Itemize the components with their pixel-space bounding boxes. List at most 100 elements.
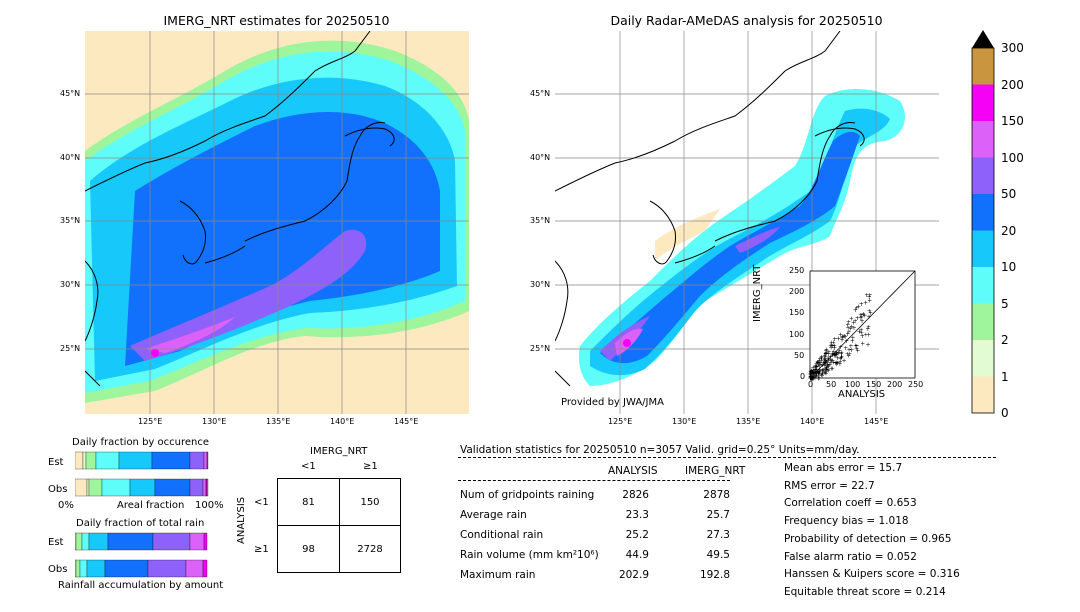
fraction-segment xyxy=(151,451,191,470)
scatter-point: + xyxy=(818,368,823,375)
scatter-point: + xyxy=(809,376,814,383)
scatter-point: + xyxy=(828,342,833,349)
occurrence-est-bar xyxy=(75,451,209,470)
scatter-point: + xyxy=(822,357,827,364)
validation-score: Mean abs error = 15.7 xyxy=(784,462,903,474)
scatter-point: + xyxy=(842,333,847,340)
scatter-point: + xyxy=(845,322,850,329)
contingency-row-label: <1 xyxy=(254,497,269,508)
scatter-point: + xyxy=(820,368,825,375)
scatter-point: + xyxy=(834,360,839,367)
scatter-point: + xyxy=(861,311,866,318)
scatter-point: + xyxy=(809,376,814,383)
right-lon-label: 125°E xyxy=(608,417,633,426)
scatter-point: + xyxy=(817,363,822,370)
scatter-point: + xyxy=(810,370,815,377)
fraction-segment xyxy=(129,478,156,497)
fraction-segment xyxy=(107,532,154,551)
scatter-point: + xyxy=(825,362,830,369)
scatter-point: + xyxy=(809,368,814,375)
scatter-point: + xyxy=(863,300,868,307)
scatter-point: + xyxy=(834,361,839,368)
scatter-point: + xyxy=(810,376,815,383)
scatter-point: + xyxy=(832,336,837,343)
scatter-point: + xyxy=(835,351,840,358)
scatter-point: + xyxy=(846,347,851,354)
scatter-point: + xyxy=(812,373,817,380)
scatter-point: + xyxy=(823,350,828,357)
colorbar-label: 50 xyxy=(1001,187,1017,201)
scatter-point: + xyxy=(836,350,841,357)
scatter-point: + xyxy=(819,372,824,379)
left-lat-label: 40°N xyxy=(60,153,81,162)
scatter-point: + xyxy=(812,368,817,375)
scatter-point: + xyxy=(821,360,826,367)
scatter-point: + xyxy=(835,360,840,367)
scatter-point: + xyxy=(816,375,821,382)
scatter-point: + xyxy=(847,351,852,358)
fraction-segment xyxy=(203,451,208,470)
scatter-point: + xyxy=(845,351,850,358)
right-lon-label: 145°E xyxy=(864,417,889,426)
fraction-segment xyxy=(79,559,88,578)
scatter-point: + xyxy=(830,358,835,365)
scatter-point: + xyxy=(808,376,813,383)
scatter-point: + xyxy=(814,367,819,374)
scatter-point: + xyxy=(809,369,814,376)
occurrence-x-left: 0% xyxy=(58,500,74,511)
scatter-point: + xyxy=(866,324,871,331)
validation-row-analysis: 25.2 xyxy=(625,529,649,541)
left-lat-label: 25°N xyxy=(60,344,81,353)
fraction-segment xyxy=(104,559,149,578)
validation-row-label: Maximum rain xyxy=(460,569,536,581)
fraction-segment xyxy=(118,451,153,470)
scatter-point: + xyxy=(830,366,835,373)
scatter-point: + xyxy=(822,370,827,377)
colorbar-bin xyxy=(972,157,994,194)
colorbar-label: 300 xyxy=(1001,41,1024,55)
fraction-segment xyxy=(189,532,205,551)
fraction-segment xyxy=(101,478,131,497)
scatter-point: + xyxy=(849,347,854,354)
scatter-point: + xyxy=(808,376,813,383)
scatter-point: + xyxy=(809,369,814,376)
validation-score: False alarm ratio = 0.052 xyxy=(784,550,917,563)
scatter-point: + xyxy=(831,339,836,346)
fraction-segment xyxy=(189,478,204,497)
scatter-point: + xyxy=(823,354,828,361)
colorbar-bin xyxy=(972,376,994,413)
scatter-point: + xyxy=(822,360,827,367)
fraction-segment xyxy=(75,478,88,497)
scatter-point: + xyxy=(809,374,814,381)
scatter-point: + xyxy=(817,370,822,377)
scatter-point: + xyxy=(854,343,859,350)
validation-table-divider xyxy=(458,480,730,481)
scatter-point: + xyxy=(843,334,848,341)
scatter-point: + xyxy=(829,358,834,365)
scatter-point: + xyxy=(825,355,830,362)
fraction-segment xyxy=(82,451,87,470)
scatter-point: + xyxy=(808,376,813,383)
total-rain-title: Daily fraction of total rain xyxy=(76,518,205,529)
validation-row-label: Num of gridpoints raining xyxy=(460,489,595,501)
scatter-point: + xyxy=(846,352,851,359)
scatter-point: + xyxy=(843,345,848,352)
colorbar-bin xyxy=(972,121,994,158)
scatter-point: + xyxy=(868,310,873,317)
scatter-point: + xyxy=(859,314,864,321)
scatter-point: + xyxy=(822,363,827,370)
scatter-point: + xyxy=(857,328,862,335)
scatter-point: + xyxy=(808,376,813,383)
total-rain-footer: Rainfall accumulation by amount xyxy=(58,580,224,591)
occurrence-bars xyxy=(75,451,209,497)
scatter-point: + xyxy=(816,370,821,377)
scatter-point: + xyxy=(823,351,828,358)
scatter-point: + xyxy=(861,311,866,318)
scatter-point: + xyxy=(823,360,828,367)
scatter-xtick: 150 xyxy=(866,380,882,389)
total-rain-row-label: Est xyxy=(48,537,64,548)
scatter-point: + xyxy=(830,350,835,357)
scatter-point: + xyxy=(830,343,835,350)
scatter-point: + xyxy=(812,365,817,372)
right-lat-label: 45°N xyxy=(530,89,551,98)
